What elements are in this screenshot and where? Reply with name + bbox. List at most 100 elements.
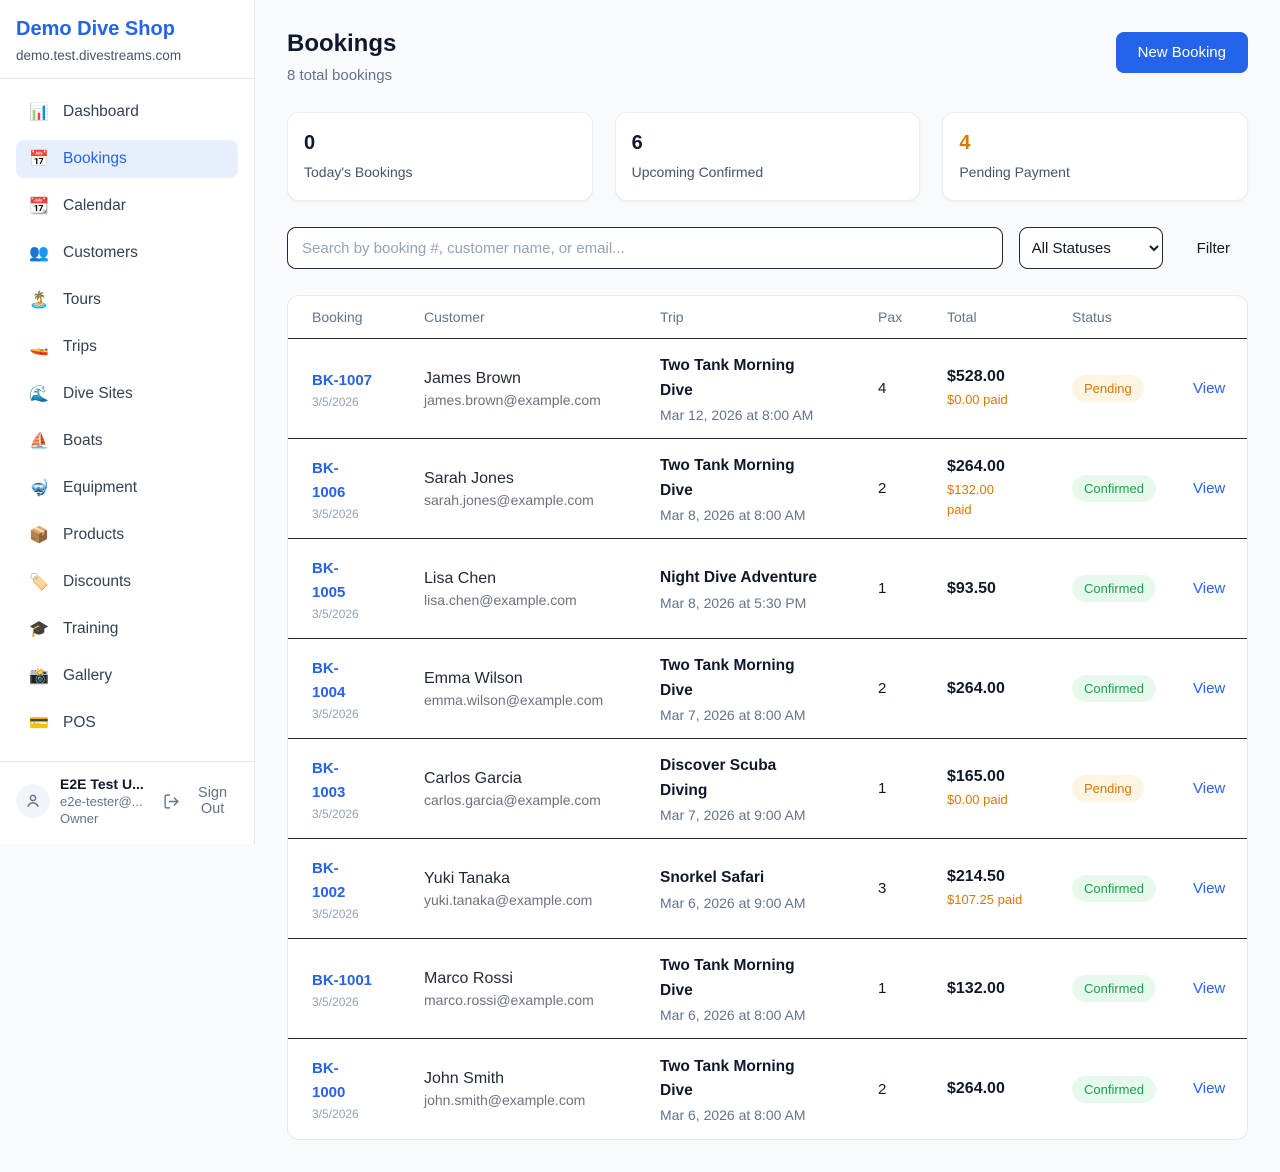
table-row: BK- 1006 3/5/2026 Sarah Jones sarah.jone… (288, 439, 1247, 539)
pax-count: 3 (878, 880, 887, 897)
stats-cards: 0 Today's Bookings 6 Upcoming Confirmed … (287, 112, 1248, 201)
sidebar-user-footer: E2E Test U... e2e-tester@... Owner Sign … (0, 761, 254, 844)
view-link[interactable]: View (1193, 879, 1226, 897)
booking-id-link[interactable]: BK-1007 (312, 371, 373, 389)
column-header-pax: Pax (878, 309, 903, 325)
table-row: BK- 1000 3/5/2026 John Smith john.smith@… (288, 1039, 1247, 1139)
sidebar-item-bookings[interactable]: 📅 Bookings (16, 140, 238, 178)
page-title: Bookings (287, 30, 397, 57)
total-amount: $264.00 (947, 1080, 1005, 1097)
pax-count: 4 (878, 380, 887, 397)
sidebar-item-pos[interactable]: 💳 POS (29, 714, 96, 732)
status-badge: Confirmed (1072, 975, 1156, 1002)
filter-button[interactable]: Filter (1179, 240, 1248, 257)
sidebar-item-customers[interactable]: 👥 Customers (29, 244, 138, 262)
total-amount: $264.00 (947, 679, 1005, 697)
pax-count: 2 (878, 680, 887, 697)
column-header-total: Total (947, 309, 977, 325)
stat-card: 4 Pending Payment (942, 112, 1248, 201)
customer-email: james.brown@example.com (424, 391, 601, 408)
stat-label: Upcoming Confirmed (631, 164, 764, 180)
status-filter-select[interactable]: All Statuses (1018, 227, 1163, 269)
view-link[interactable]: View (1193, 979, 1226, 997)
sidebar-item-gallery[interactable]: 📸 Gallery (29, 667, 113, 685)
discounts-tag-icon: 🏷️ (29, 574, 49, 591)
sidebar-item-dive-sites[interactable]: 🌊 Dive Sites (29, 385, 133, 403)
pax-count: 1 (878, 780, 887, 797)
bookings-table: Booking Customer Trip Pax Total Status BK-100… (287, 295, 1248, 1140)
booking-id-link[interactable]: BK- 1004 (312, 659, 346, 701)
person-icon (24, 792, 42, 810)
training-gradcap-icon: 🎓 (29, 621, 49, 638)
booking-date: 3/5/2026 (312, 806, 359, 821)
sidebar-item-equipment[interactable]: 🤿 Equipment (29, 479, 138, 497)
customer-email: marco.rossi@example.com (424, 991, 594, 1008)
trip-name: Snorkel Safari (660, 869, 765, 887)
status-badge: Confirmed (1072, 875, 1156, 902)
stat-value: 0 (304, 132, 316, 154)
booking-id-link[interactable]: BK- 1005 (312, 559, 346, 601)
paid-amount: $0.00 paid (947, 791, 1008, 807)
trip-datetime: Mar 8, 2026 at 5:30 PM (660, 594, 807, 611)
customer-name: James Brown (424, 369, 521, 387)
customer-name: John Smith (424, 1070, 505, 1087)
equipment-mask-icon: 🤿 (29, 480, 49, 497)
calendar-icon: 📆 (29, 198, 49, 215)
boats-sailboat-icon: ⛵ (29, 433, 49, 450)
status-badge: Confirmed (1072, 475, 1156, 502)
view-link[interactable]: View (1193, 1080, 1226, 1097)
table-row: BK-1001 3/5/2026 Marco Rossi marco.rossi… (288, 939, 1247, 1039)
trip-datetime: Mar 12, 2026 at 8:00 AM (660, 406, 814, 423)
sign-out-button[interactable]: Sign Out (163, 785, 238, 817)
booking-id-link[interactable]: BK- 1000 (312, 1060, 346, 1101)
trip-name: Two Tank Morning Dive (660, 1057, 795, 1099)
status-badge: Pending (1072, 375, 1144, 402)
view-link[interactable]: View (1193, 379, 1226, 397)
page-header: Bookings 8 total bookings New Booking (287, 30, 1248, 84)
column-header-booking: Booking (312, 309, 363, 325)
customer-email: emma.wilson@example.com (424, 691, 604, 708)
booking-id-link[interactable]: BK- 1003 (312, 759, 346, 801)
customer-email: carlos.garcia@example.com (424, 791, 601, 808)
column-header-customer: Customer (424, 309, 485, 325)
search-input[interactable] (287, 227, 1003, 269)
table-body: BK-1007 3/5/2026 James Brown james.brown… (288, 339, 1247, 1139)
paid-amount: $0.00 paid (947, 391, 1008, 407)
gallery-camera-icon: 📸 (29, 668, 49, 685)
view-link[interactable]: View (1193, 779, 1226, 797)
sidebar-item-discounts[interactable]: 🏷️ Discounts (29, 573, 132, 591)
view-link[interactable]: View (1193, 479, 1226, 497)
booking-id-link[interactable]: BK- 1002 (312, 859, 346, 901)
dive-sites-wave-icon: 🌊 (29, 386, 49, 403)
trip-datetime: Mar 6, 2026 at 9:00 AM (660, 894, 806, 911)
trip-name: Two Tank Morning Dive (660, 457, 795, 499)
stat-card: 6 Upcoming Confirmed (614, 112, 921, 201)
user-email: e2e-tester@... (60, 794, 143, 809)
sidebar-item-training[interactable]: 🎓 Training (29, 620, 119, 638)
view-link[interactable]: View (1193, 579, 1226, 597)
new-booking-button[interactable]: New Booking (1115, 32, 1248, 73)
trip-datetime: Mar 6, 2026 at 8:00 AM (660, 1006, 806, 1023)
sidebar-item-boats[interactable]: ⛵ Boats (29, 432, 103, 450)
sidebar-item-tours[interactable]: 🏝️ Tours (29, 291, 101, 309)
status-badge: Pending (1072, 775, 1144, 802)
view-link[interactable]: View (1193, 679, 1226, 697)
customer-name: Lisa Chen (424, 569, 497, 587)
pax-count: 1 (878, 980, 887, 997)
stat-card: 0 Today's Bookings (287, 112, 593, 201)
trips-speedboat-icon: 🚤 (29, 339, 49, 356)
booking-id-link[interactable]: BK-1001 (312, 971, 373, 989)
table-row: BK- 1002 3/5/2026 Yuki Tanaka yuki.tanak… (288, 839, 1247, 939)
sidebar-item-trips[interactable]: 🚤 Trips (29, 338, 97, 356)
sidebar-item-calendar[interactable]: 📆 Calendar (29, 197, 126, 215)
trip-name: Discover Scuba Diving (660, 757, 777, 799)
total-amount: $165.00 (947, 767, 1005, 785)
dashboard-chart-icon: 📊 (29, 104, 49, 121)
brand-block: Demo Dive Shop demo.test.divestreams.com (0, 0, 254, 79)
booking-id-link[interactable]: BK- 1006 (312, 459, 346, 501)
sidebar-item-dashboard[interactable]: 📊 Dashboard (29, 103, 139, 121)
pax-count: 1 (878, 580, 887, 597)
sidebar-item-products[interactable]: 📦 Products (29, 526, 125, 544)
booking-date: 3/5/2026 (312, 706, 359, 721)
total-amount: $93.50 (947, 579, 996, 597)
